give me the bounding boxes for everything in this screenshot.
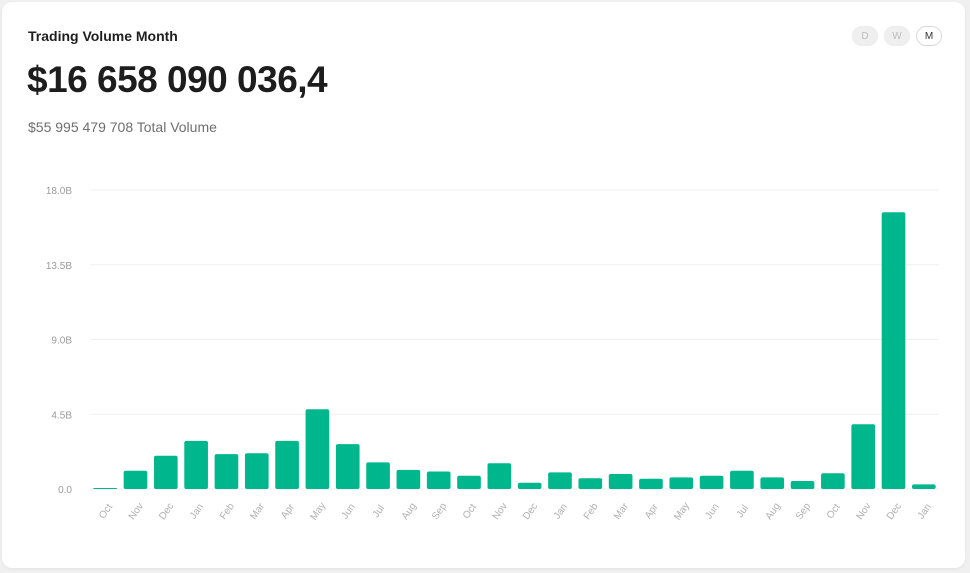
bar-jan[interactable] xyxy=(912,484,936,489)
y-tick-label: 13.5B xyxy=(46,261,72,272)
x-tick-label: Jan xyxy=(916,502,934,522)
bar-dec[interactable] xyxy=(153,455,178,489)
bar-aug[interactable] xyxy=(760,477,785,489)
y-tick-label: 4.5B xyxy=(51,410,72,421)
x-tick-label: Jul xyxy=(371,503,387,520)
x-tick-label: Oct xyxy=(461,502,479,521)
x-tick-label: Aug xyxy=(764,501,783,522)
total-volume-text: $55 995 479 708 Total Volume xyxy=(28,119,217,135)
bar-may[interactable] xyxy=(669,477,694,489)
y-tick-label: 18.0B xyxy=(46,186,72,197)
x-tick-label: Jun xyxy=(703,502,721,522)
x-tick-label: Feb xyxy=(218,501,237,522)
bar-sep[interactable] xyxy=(426,471,451,489)
x-tick-label: Sep xyxy=(794,501,813,522)
bar-oct[interactable] xyxy=(821,473,845,489)
bar-jul[interactable] xyxy=(366,462,390,489)
x-tick-label: Oct xyxy=(825,502,843,521)
bar-aug[interactable] xyxy=(396,469,421,489)
y-tick-label: 0.0 xyxy=(58,485,72,496)
bar-oct[interactable] xyxy=(93,488,117,489)
x-tick-label: Nov xyxy=(855,501,874,522)
bar-jun[interactable] xyxy=(335,444,360,489)
period-day-button[interactable]: D xyxy=(852,26,878,46)
current-volume-value: $16 658 090 036,4 xyxy=(27,59,328,100)
bar-apr[interactable] xyxy=(275,440,299,489)
x-tick-label: Jul xyxy=(735,503,751,520)
x-tick-label: Feb xyxy=(582,501,601,522)
x-tick-label: Dec xyxy=(885,501,904,522)
x-tick-label: May xyxy=(672,501,692,523)
x-tick-label: Dec xyxy=(157,501,176,522)
period-toggle: D W M xyxy=(852,26,942,46)
x-tick-label: Jan xyxy=(552,502,570,522)
period-week-button[interactable]: W xyxy=(884,26,910,46)
bar-jan[interactable] xyxy=(184,440,208,489)
x-tick-label: Aug xyxy=(400,501,419,522)
x-tick-label: Jan xyxy=(188,502,206,522)
bar-jan[interactable] xyxy=(548,472,572,489)
x-tick-label: Apr xyxy=(643,501,661,521)
x-tick-label: Oct xyxy=(97,502,115,521)
bar-apr[interactable] xyxy=(639,478,663,489)
bar-mar[interactable] xyxy=(608,474,633,489)
bar-nov[interactable] xyxy=(123,470,148,489)
bar-dec[interactable] xyxy=(881,212,906,489)
bar-mar[interactable] xyxy=(244,453,269,489)
bar-dec[interactable] xyxy=(517,482,542,489)
x-tick-label: May xyxy=(308,501,328,523)
y-tick-label: 9.0B xyxy=(51,336,72,347)
bar-jul[interactable] xyxy=(730,470,754,489)
bar-nov[interactable] xyxy=(851,424,876,489)
bar-feb[interactable] xyxy=(578,478,603,489)
bar-feb[interactable] xyxy=(214,454,239,489)
x-tick-label: Jun xyxy=(340,502,358,522)
bar-nov[interactable] xyxy=(487,463,512,489)
card-title: Trading Volume Month xyxy=(28,28,178,44)
x-tick-label: Nov xyxy=(127,501,146,522)
x-tick-label: Mar xyxy=(248,501,267,522)
bar-may[interactable] xyxy=(305,409,330,489)
bar-sep[interactable] xyxy=(790,481,815,489)
x-tick-label: Nov xyxy=(491,501,510,522)
bar-oct[interactable] xyxy=(457,475,481,489)
period-month-button[interactable]: M xyxy=(916,26,942,46)
x-tick-label: Sep xyxy=(430,501,449,522)
x-tick-label: Mar xyxy=(612,501,631,522)
x-tick-label: Dec xyxy=(521,501,540,522)
bar-jun[interactable] xyxy=(699,475,724,489)
x-tick-label: Apr xyxy=(279,501,297,521)
